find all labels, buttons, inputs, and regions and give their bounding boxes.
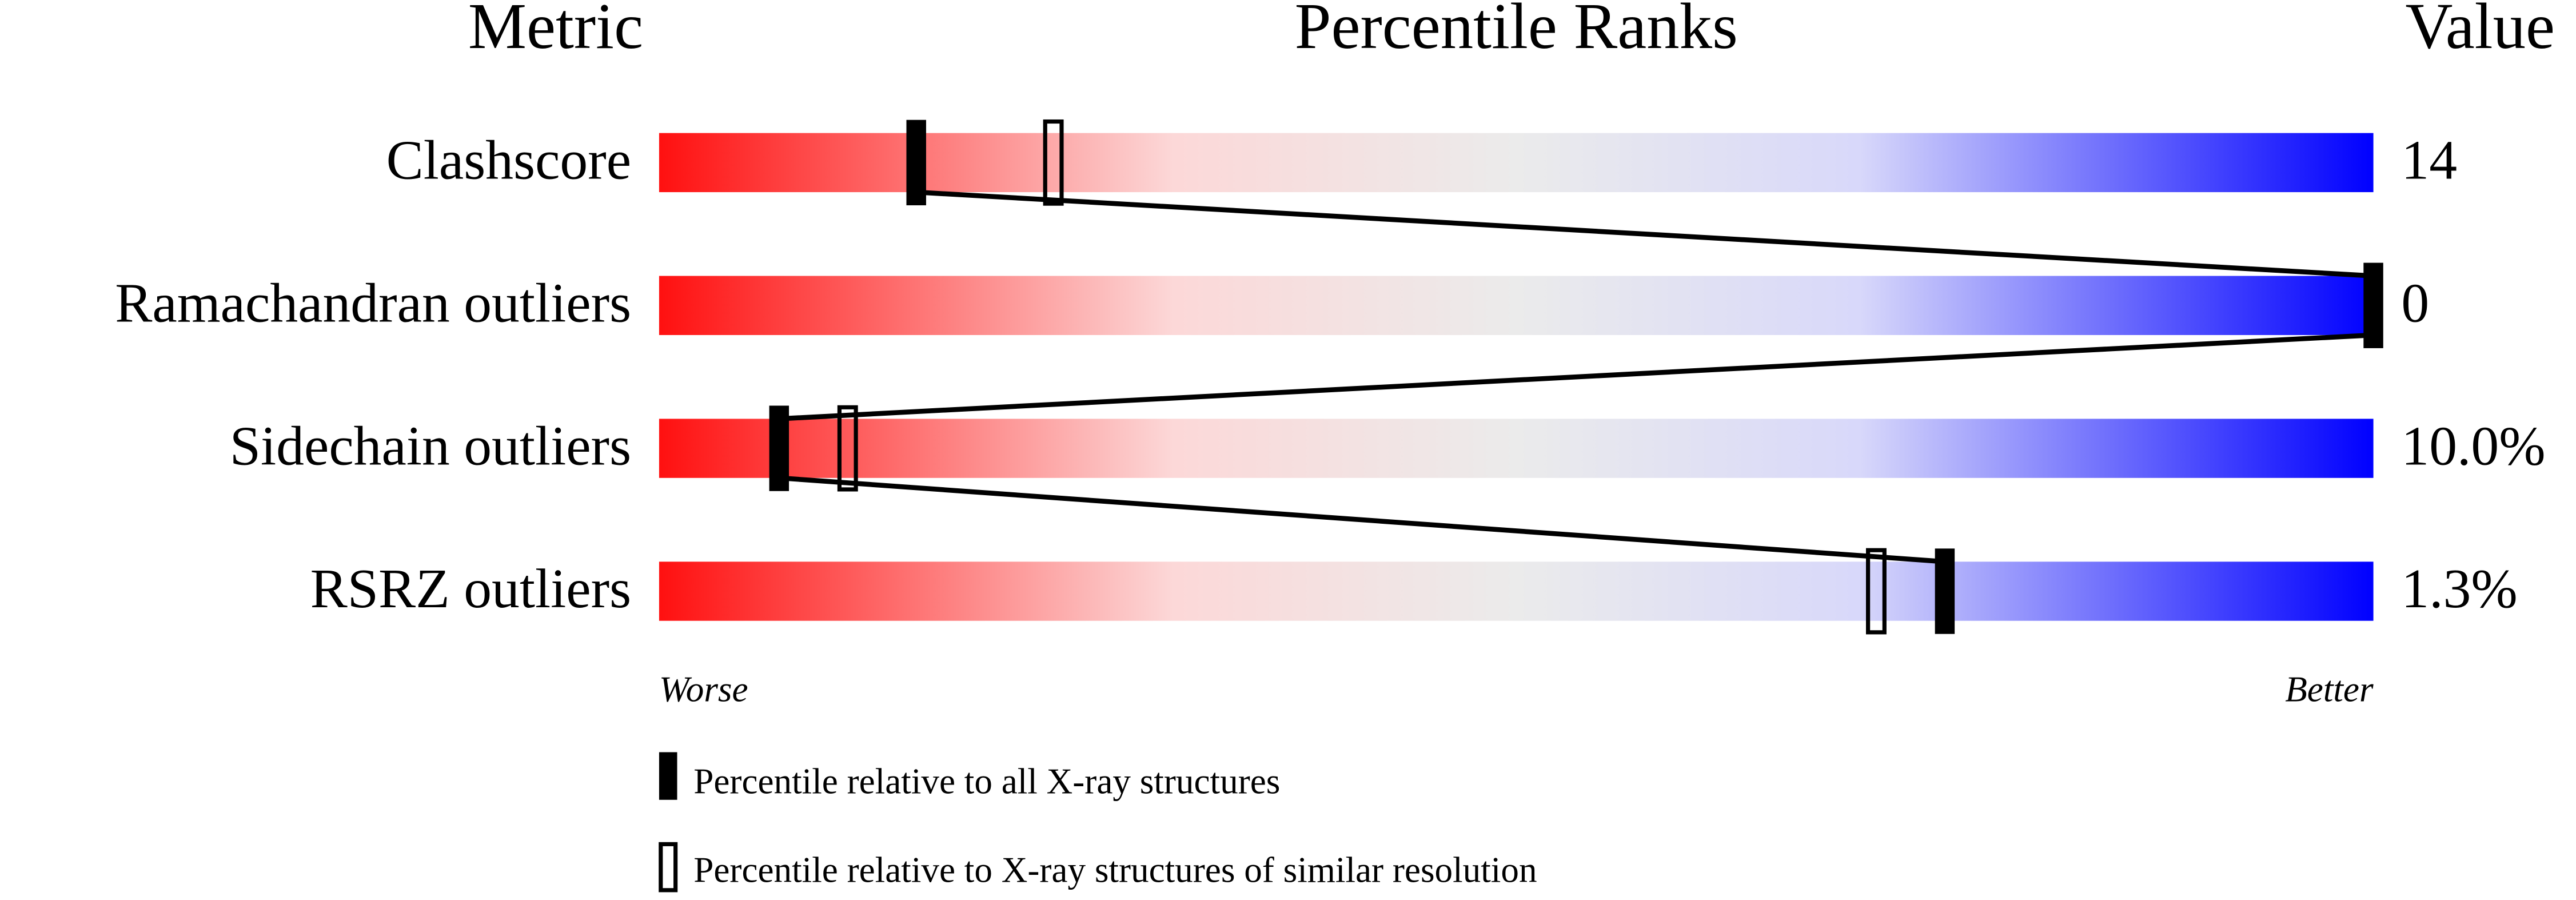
connector (779, 475, 1945, 564)
percentile-marker (1935, 548, 1955, 634)
metric-label: RSRZ outliers (310, 558, 631, 620)
percentile-marker (769, 405, 789, 491)
legend-label: Percentile relative to all X-ray structu… (693, 761, 1280, 801)
header: Value (2405, 0, 2555, 62)
header: Metric (468, 0, 643, 62)
legend-label: Percentile relative to X-ray structures … (693, 850, 1537, 890)
legend-marker (659, 752, 677, 800)
percentile-marker-similar (1866, 548, 1887, 635)
metric-label: Ramachandran outliers (115, 272, 631, 334)
percentile-bar (659, 419, 2374, 478)
percentile-marker (906, 120, 926, 206)
percentile-marker-similar (1043, 119, 1064, 206)
percentile-bar (659, 133, 2374, 193)
legend-marker (659, 842, 678, 893)
metric-label: Clashscore (386, 130, 631, 192)
percentile-marker (2363, 262, 2383, 348)
percentile-bar (659, 276, 2374, 335)
header: Percentile Ranks (1295, 0, 1738, 62)
percentile-marker-similar (837, 405, 858, 492)
axis-label: Worse (659, 670, 748, 710)
metric-label: Sidechain outliers (230, 415, 631, 477)
connector (916, 189, 2374, 278)
metric-value: 1.3% (2401, 558, 2517, 620)
axis-label: Better (2285, 670, 2374, 710)
metric-value: 14 (2401, 130, 2457, 192)
metric-value: 0 (2401, 272, 2429, 334)
metric-value: 10.0% (2401, 415, 2545, 477)
connector (779, 332, 2374, 421)
percentile-bar (659, 561, 2374, 621)
